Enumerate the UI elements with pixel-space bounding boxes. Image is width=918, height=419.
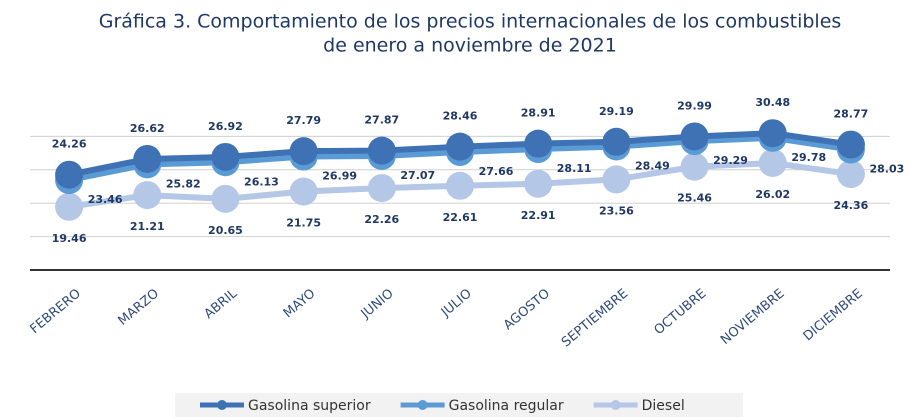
legend-box: [175, 393, 743, 417]
data-label: 23.46: [88, 193, 123, 206]
data-label: 25.82: [166, 177, 201, 190]
data-label: 28.11: [557, 162, 592, 175]
marker: [55, 160, 84, 189]
data-label: 24.26: [52, 138, 87, 151]
x-tick-label: JULIO: [438, 286, 475, 320]
marker: [133, 181, 162, 210]
data-label: 26.99: [322, 170, 357, 183]
x-tick-label: ABRIL: [202, 286, 241, 322]
marker: [836, 130, 865, 159]
x-tick-label: AGOSTO: [501, 286, 553, 333]
data-label: 29.19: [599, 105, 634, 118]
x-tick-label: FEBRERO: [27, 286, 83, 337]
x-tick-label: SEPTIEMBRE: [559, 286, 631, 350]
marker: [55, 192, 84, 221]
marker: [602, 165, 631, 194]
marker: [367, 174, 396, 203]
data-label: 26.13: [244, 175, 279, 188]
marker: [211, 184, 240, 213]
data-label: 27.87: [364, 114, 399, 127]
legend-label: Diesel: [642, 398, 685, 414]
x-tick-label: OCTUBRE: [652, 286, 710, 338]
legend-label: Gasolina regular: [449, 398, 564, 414]
x-tick-label: NOVIEMBRE: [718, 286, 787, 348]
marker: [367, 136, 396, 165]
data-label: 28.46: [443, 110, 478, 123]
marker: [524, 129, 553, 158]
marker: [289, 177, 318, 206]
data-label: 22.26: [364, 213, 399, 226]
data-label: 27.66: [479, 165, 514, 178]
data-label: 26.02: [755, 188, 790, 201]
data-label: 21.21: [130, 220, 165, 233]
marker: [758, 148, 787, 177]
data-label: 27.79: [286, 114, 321, 127]
data-label: 25.46: [677, 192, 712, 205]
data-label: 28.49: [635, 159, 670, 172]
legend-marker: [217, 400, 227, 410]
data-label: 29.99: [677, 99, 712, 112]
marker: [680, 152, 709, 181]
x-tick-label: JUNIO: [358, 286, 397, 322]
data-label: 24.36: [834, 199, 869, 212]
marker: [211, 142, 240, 171]
data-label: 27.07: [400, 169, 435, 182]
data-label: 28.91: [521, 107, 556, 120]
marker: [602, 127, 631, 156]
data-label: 26.92: [208, 120, 243, 133]
data-label: 23.56: [599, 204, 634, 217]
legend-label: Gasolina superior: [248, 398, 371, 414]
legend-marker: [417, 400, 428, 410]
data-label: 19.46: [52, 232, 87, 245]
data-label: 28.03: [870, 163, 905, 176]
marker: [836, 160, 865, 189]
chart-title: de enero a noviembre de 2021: [323, 35, 617, 57]
marker: [446, 132, 474, 161]
marker: [758, 119, 787, 148]
data-label: 28.77: [834, 108, 869, 121]
x-tick-label: DICIEMBRE: [801, 286, 866, 344]
data-label: 26.62: [130, 122, 165, 135]
x-tick-label: MAYO: [281, 286, 319, 321]
legend-marker: [610, 400, 621, 410]
data-label: 30.48: [755, 96, 790, 109]
data-label: 22.61: [443, 211, 478, 224]
data-label: 29.29: [713, 154, 748, 167]
data-label: 21.75: [286, 217, 321, 230]
data-label: 29.78: [791, 151, 826, 164]
chart-title: Gráfica 3. Comportamiento de los precios…: [99, 11, 842, 33]
marker: [524, 169, 553, 198]
marker: [289, 137, 318, 166]
data-label: 20.65: [208, 224, 243, 237]
marker: [133, 144, 162, 173]
data-label: 22.91: [521, 209, 556, 222]
marker: [680, 122, 709, 151]
x-tick-label: MARZO: [115, 286, 162, 329]
marker: [446, 171, 474, 200]
